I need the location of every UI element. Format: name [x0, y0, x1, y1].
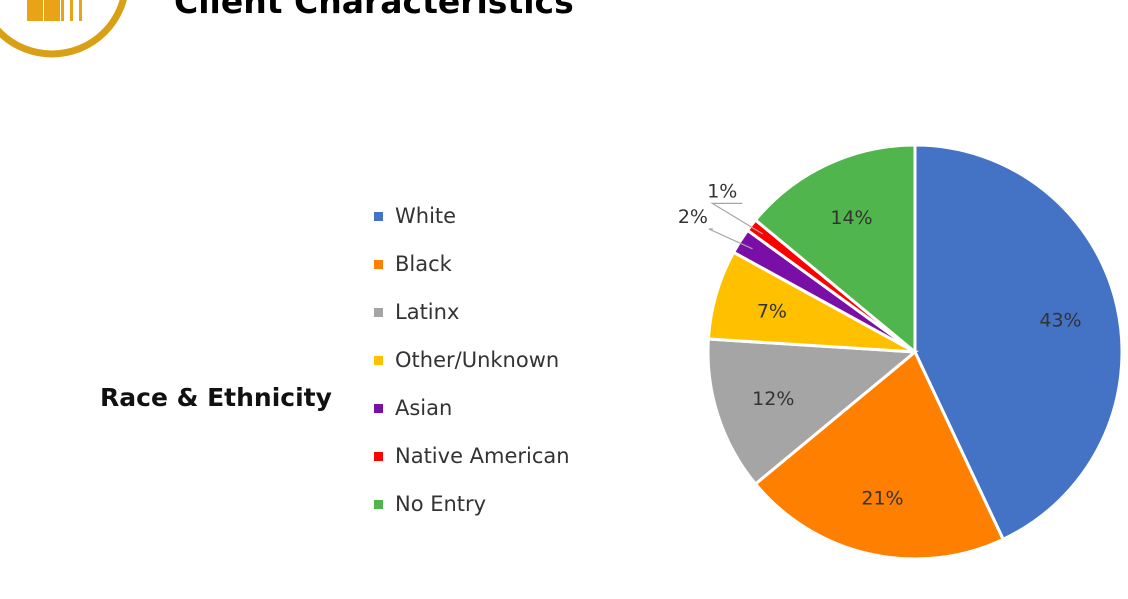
legend-item: Asian [374, 384, 570, 432]
legend-swatch [374, 403, 383, 413]
leader-line [710, 202, 764, 235]
slice-label: 12% [752, 388, 794, 410]
legend-swatch [374, 307, 383, 317]
slice-label: 1% [707, 180, 737, 202]
pie-slice [753, 143, 917, 356]
slice-label: 2% [678, 206, 708, 228]
legend-swatch [374, 451, 383, 461]
legend-swatch [374, 355, 383, 365]
legend-label: Asian [395, 396, 453, 420]
section-label: Race & Ethnicity [100, 383, 332, 412]
pie-slice [706, 337, 919, 487]
legend-swatch [374, 211, 383, 221]
legend-label: Other/Unknown [395, 348, 560, 372]
slice-label: 43% [1039, 310, 1081, 332]
legend-swatch [374, 259, 383, 269]
chart-legend: White Black Latinx Other/Unknown Asian Native… [374, 192, 570, 528]
legend-item: Other/Unknown [374, 336, 570, 384]
legend-label: White [395, 204, 457, 228]
legend-item: Latinx [374, 288, 570, 336]
legend-item: Black [374, 240, 570, 288]
logo-icon [0, 0, 127, 58]
legend-item: No Entry [374, 480, 570, 528]
legend-label: No Entry [395, 492, 487, 516]
slice-label: 14% [830, 207, 872, 229]
legend-label: Black [395, 252, 452, 276]
pie-slice [913, 143, 1124, 542]
pie-slice [753, 349, 1006, 561]
leader-line [708, 228, 753, 250]
legend-label: Latinx [395, 300, 460, 324]
legend-label: Native American [395, 444, 570, 468]
page-title: Client Characteristics [174, 0, 574, 21]
slice-label: 21% [861, 488, 903, 510]
legend-item: Native American [374, 432, 570, 480]
slice-label: 7% [757, 300, 787, 322]
legend-swatch [374, 499, 383, 509]
legend-item: White [374, 192, 570, 240]
